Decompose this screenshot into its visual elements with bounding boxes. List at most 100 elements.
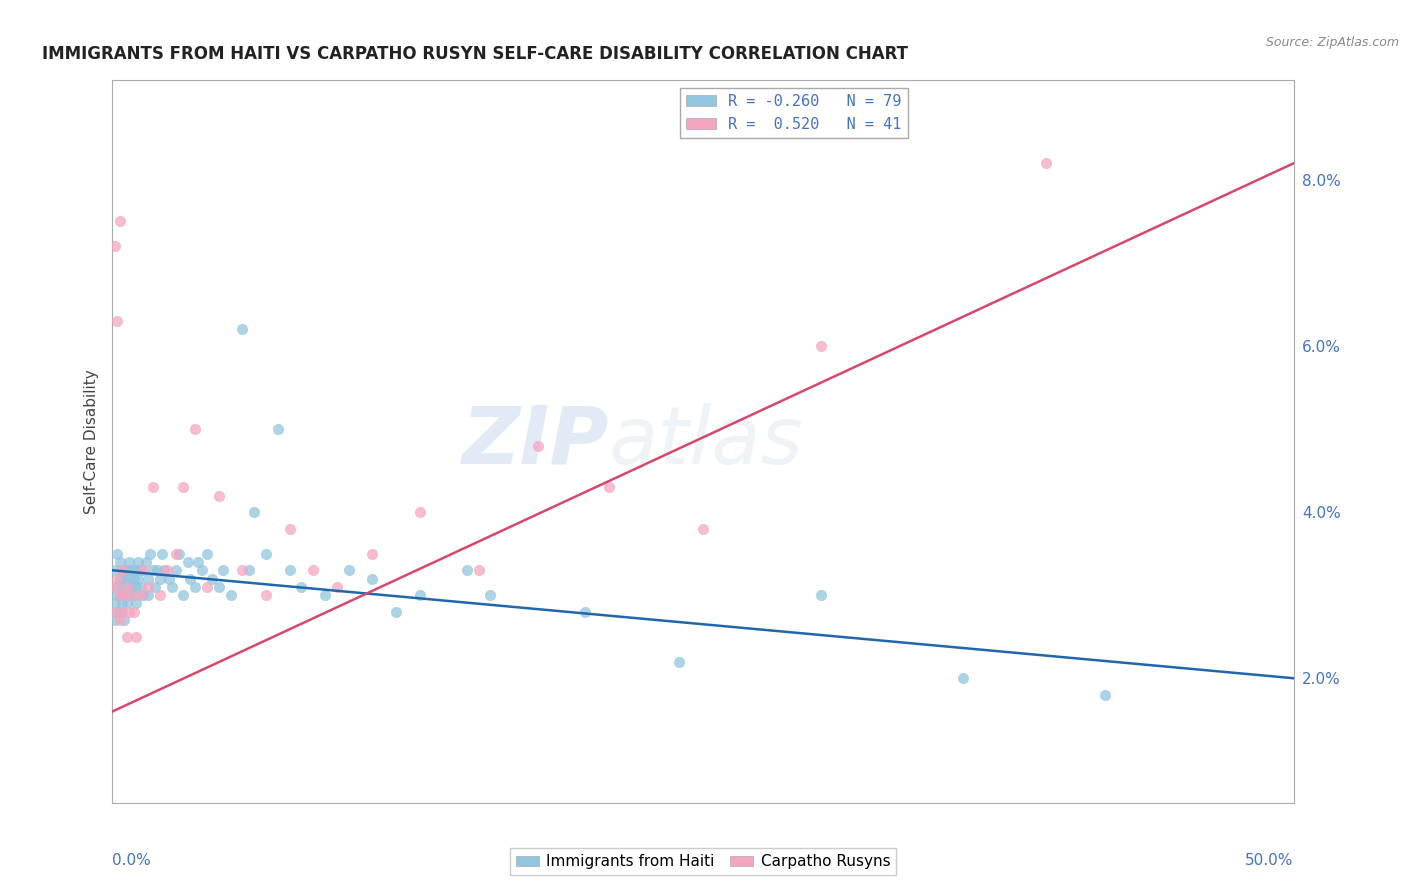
Point: [132, 588, 155, 602]
Point: [186, 555, 208, 569]
Point: [179, 572, 201, 586]
Point: [104, 580, 127, 594]
Point: [167, 547, 190, 561]
Point: [692, 522, 714, 536]
Point: [177, 555, 200, 569]
Point: [108, 613, 131, 627]
Point: [108, 555, 131, 569]
Point: [172, 588, 194, 602]
Point: [172, 480, 194, 494]
Point: [122, 605, 145, 619]
Point: [149, 588, 172, 602]
Point: [104, 613, 127, 627]
Point: [104, 239, 127, 253]
Point: [361, 572, 384, 586]
Point: [1035, 156, 1057, 170]
Point: [278, 522, 301, 536]
Text: 0.0%: 0.0%: [112, 854, 152, 869]
Point: [302, 563, 325, 577]
Point: [111, 563, 134, 577]
Point: [132, 563, 155, 577]
Point: [254, 547, 277, 561]
Point: [184, 422, 207, 436]
Point: [267, 422, 290, 436]
Point: [136, 572, 159, 586]
Point: [149, 572, 172, 586]
Point: [314, 588, 336, 602]
Point: [139, 547, 162, 561]
Point: [408, 505, 430, 519]
Point: [105, 580, 128, 594]
Text: Source: ZipAtlas.com: Source: ZipAtlas.com: [1265, 36, 1399, 49]
Point: [212, 563, 235, 577]
Point: [231, 322, 253, 336]
Point: [108, 214, 131, 228]
Point: [361, 547, 384, 561]
Point: [125, 580, 148, 594]
Point: [150, 547, 173, 561]
Point: [125, 563, 148, 577]
Text: IMMIGRANTS FROM HAITI VS CARPATHO RUSYN SELF-CARE DISABILITY CORRELATION CHART: IMMIGRANTS FROM HAITI VS CARPATHO RUSYN …: [42, 45, 908, 63]
Point: [290, 580, 312, 594]
Point: [157, 572, 180, 586]
Point: [112, 588, 135, 602]
Point: [385, 605, 408, 619]
Point: [195, 547, 218, 561]
Point: [104, 597, 127, 611]
Point: [456, 563, 478, 577]
Point: [105, 572, 128, 586]
Point: [112, 613, 135, 627]
Point: [184, 580, 207, 594]
Point: [479, 588, 502, 602]
Point: [118, 588, 141, 602]
Point: [208, 489, 231, 503]
Point: [105, 588, 128, 602]
Text: ZIP: ZIP: [461, 402, 609, 481]
Point: [143, 580, 166, 594]
Point: [118, 605, 141, 619]
Point: [243, 505, 266, 519]
Point: [111, 563, 134, 577]
Point: [105, 547, 128, 561]
Point: [105, 314, 128, 328]
Point: [278, 563, 301, 577]
Point: [231, 563, 253, 577]
Point: [326, 580, 349, 594]
Point: [142, 563, 165, 577]
Point: [105, 605, 128, 619]
Point: [122, 588, 145, 602]
Point: [127, 572, 149, 586]
Point: [668, 655, 690, 669]
Point: [127, 555, 149, 569]
Point: [810, 588, 832, 602]
Point: [810, 339, 832, 353]
Point: [191, 563, 214, 577]
Point: [153, 563, 176, 577]
Point: [115, 580, 138, 594]
Point: [160, 580, 183, 594]
Point: [165, 547, 187, 561]
Point: [337, 563, 360, 577]
Point: [104, 563, 127, 577]
Point: [112, 572, 135, 586]
Point: [111, 597, 134, 611]
Point: [125, 597, 148, 611]
Point: [142, 480, 165, 494]
Point: [108, 588, 131, 602]
Point: [111, 580, 134, 594]
Point: [952, 671, 974, 685]
Point: [125, 630, 148, 644]
Point: [146, 563, 169, 577]
Point: [526, 439, 548, 453]
Point: [115, 597, 138, 611]
Point: [120, 563, 142, 577]
Point: [108, 605, 131, 619]
Point: [219, 588, 242, 602]
Point: [165, 563, 187, 577]
Legend: R = -0.260   N = 79, R =  0.520   N = 41: R = -0.260 N = 79, R = 0.520 N = 41: [679, 88, 908, 137]
Text: atlas: atlas: [609, 402, 803, 481]
Point: [408, 588, 430, 602]
Point: [1094, 688, 1116, 702]
Point: [136, 588, 159, 602]
Point: [115, 563, 138, 577]
